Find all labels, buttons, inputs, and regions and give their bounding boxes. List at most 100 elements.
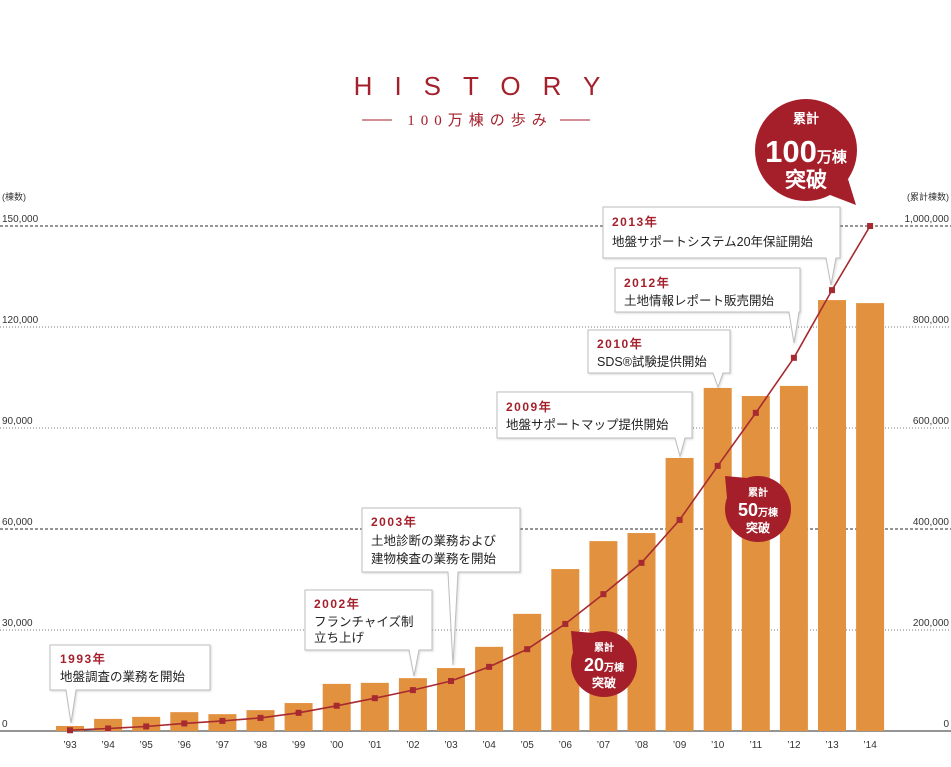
x-tick-label: ’10 xyxy=(711,740,725,751)
y-tick-label: 120,000 xyxy=(2,315,39,326)
badge-action: 突破 xyxy=(785,168,827,192)
badge-number: 50 xyxy=(738,500,758,520)
callout-year: 2009年 xyxy=(506,399,552,414)
cumulative-point-00 xyxy=(333,702,340,709)
cumulative-line xyxy=(69,225,871,731)
cumulative-point-95 xyxy=(143,723,150,730)
callout-year: 2002年 xyxy=(314,596,360,611)
cumulative-point-97 xyxy=(219,717,226,724)
cumulative-point-04 xyxy=(486,663,493,670)
cumulative-point-11 xyxy=(752,409,759,416)
callout-year: 2003年 xyxy=(371,514,417,529)
cumulative-point-05 xyxy=(524,646,531,653)
callout-text: 地盤サポートマップ提供開始 xyxy=(506,417,669,432)
cumulative-point-02 xyxy=(409,687,416,694)
badge-count: 100万棟 xyxy=(765,134,848,169)
x-tick-label: ’11 xyxy=(749,740,762,751)
badge-action: 突破 xyxy=(592,675,616,690)
callout-2010: 2010年 SDS®試験提供開始 xyxy=(587,329,731,389)
cumulative-point-09 xyxy=(676,516,683,523)
cumulative-point-08 xyxy=(638,559,645,566)
badge-count: 50万棟 xyxy=(738,500,779,520)
x-tick-label: ’97 xyxy=(216,740,230,751)
cumulative-point-03 xyxy=(448,678,454,685)
cumulative-point-94 xyxy=(105,725,112,732)
badge-number: 100 xyxy=(765,134,817,169)
y-tick-label: 60,000 xyxy=(2,517,33,528)
bar-05 xyxy=(513,613,542,731)
x-tick-label: ’00 xyxy=(330,740,344,751)
callout-frame xyxy=(614,267,801,344)
bar-08 xyxy=(627,533,656,731)
y2-tick-label: 400,000 xyxy=(913,517,950,528)
callout-frame xyxy=(587,329,731,389)
x-tick-label: ’03 xyxy=(444,740,458,751)
y-tick-label: 30,000 xyxy=(2,618,33,629)
badge-label: 累計 xyxy=(748,486,768,499)
x-tick-label: ’04 xyxy=(482,740,496,751)
cumulative-series xyxy=(67,223,874,734)
badge-unit: 万棟 xyxy=(816,148,848,166)
x-tick-label: ’14 xyxy=(863,740,877,751)
cumulative-point-01 xyxy=(371,695,378,702)
callout-2003: 2003年 土地診断の業務および 建物検査の業務を開始 xyxy=(361,507,521,666)
callout-2013: 2013年 地盤サポートシステム20年保証開始 xyxy=(602,206,841,286)
bar-11 xyxy=(741,396,770,731)
bar-13 xyxy=(818,300,846,731)
y2-tick-label: 800,000 xyxy=(913,315,950,326)
milestone-badge-50: 累計 50万棟 突破 xyxy=(725,476,791,542)
callout-text: SDS®試験提供開始 xyxy=(597,354,707,369)
cumulative-point-96 xyxy=(181,720,188,727)
callout-text: 建物検査の業務を開始 xyxy=(371,551,497,566)
callout-frame xyxy=(496,391,693,458)
y2-axis-ticks: 1,000,000 800,000 600,000 400,000 200,000 0 xyxy=(905,214,950,730)
callout-text: 地盤調査の業務を開始 xyxy=(60,669,186,684)
cumulative-point-93 xyxy=(67,727,73,734)
bar-12 xyxy=(779,385,808,731)
y-axis-ticks: 150,000 120,000 90,000 60,000 30,000 0 xyxy=(2,214,39,730)
y2-axis-label: (累計棟数) xyxy=(907,191,949,202)
cumulative-point-10 xyxy=(714,462,721,469)
milestone-badges: 累計 20万棟 突破 累計 50万棟 突破 累計 100万棟 突破 xyxy=(571,99,857,697)
callout-text: 立ち上げ xyxy=(314,630,365,645)
badge-circle xyxy=(571,631,637,697)
callout-year: 2010年 xyxy=(597,336,643,351)
callout-2012: 2012年 土地情報レポート販売開始 xyxy=(614,267,801,344)
milestone-badge-20: 累計 20万棟 突破 xyxy=(571,631,637,697)
x-tick-label: ’95 xyxy=(140,740,154,751)
y2-tick-label: 1,000,000 xyxy=(905,214,950,225)
callout-1993: 1993年 地盤調査の業務を開始 xyxy=(49,644,211,724)
milestone-badge-100: 累計 100万棟 突破 xyxy=(755,99,857,205)
badge-label: 累計 xyxy=(594,641,614,654)
cumulative-point-06 xyxy=(562,620,569,627)
callout-frame xyxy=(304,589,433,677)
bar-02 xyxy=(398,678,427,731)
y-tick-label: 0 xyxy=(2,719,8,730)
callout-text: フランチャイズ制 xyxy=(314,614,414,629)
cumulative-point-98 xyxy=(257,714,264,721)
callouts: 1993年 地盤調査の業務を開始 2002年 フランチャイズ制 立ち上げ 200… xyxy=(49,206,841,724)
x-tick-label: ’93 xyxy=(63,740,77,751)
x-tick-label: ’02 xyxy=(406,740,420,751)
cumulative-point-07 xyxy=(600,591,607,598)
cumulative-point-12 xyxy=(790,354,797,361)
y2-tick-label: 200,000 xyxy=(913,618,950,629)
badge-circle xyxy=(755,99,857,201)
badge-count: 20万棟 xyxy=(584,655,625,675)
x-tick-label: ’09 xyxy=(673,740,687,751)
callout-text: 地盤サポートシステム20年保証開始 xyxy=(612,235,814,249)
x-tick-label: ’98 xyxy=(254,740,268,751)
x-tick-label: ’12 xyxy=(787,740,801,751)
callout-year: 2013年 xyxy=(612,214,658,229)
bar-04 xyxy=(475,646,504,731)
chart-subtitle: 100万棟の歩み xyxy=(407,112,553,129)
x-tick-label: ’94 xyxy=(101,740,115,751)
callout-frame xyxy=(602,206,841,286)
badge-label: 累計 xyxy=(793,111,819,126)
callout-frame xyxy=(49,644,211,724)
x-tick-label: ’01 xyxy=(368,740,382,751)
bar-09 xyxy=(665,457,694,731)
badge-unit: 万棟 xyxy=(757,506,779,519)
chart-title: HISTORY xyxy=(354,71,623,101)
